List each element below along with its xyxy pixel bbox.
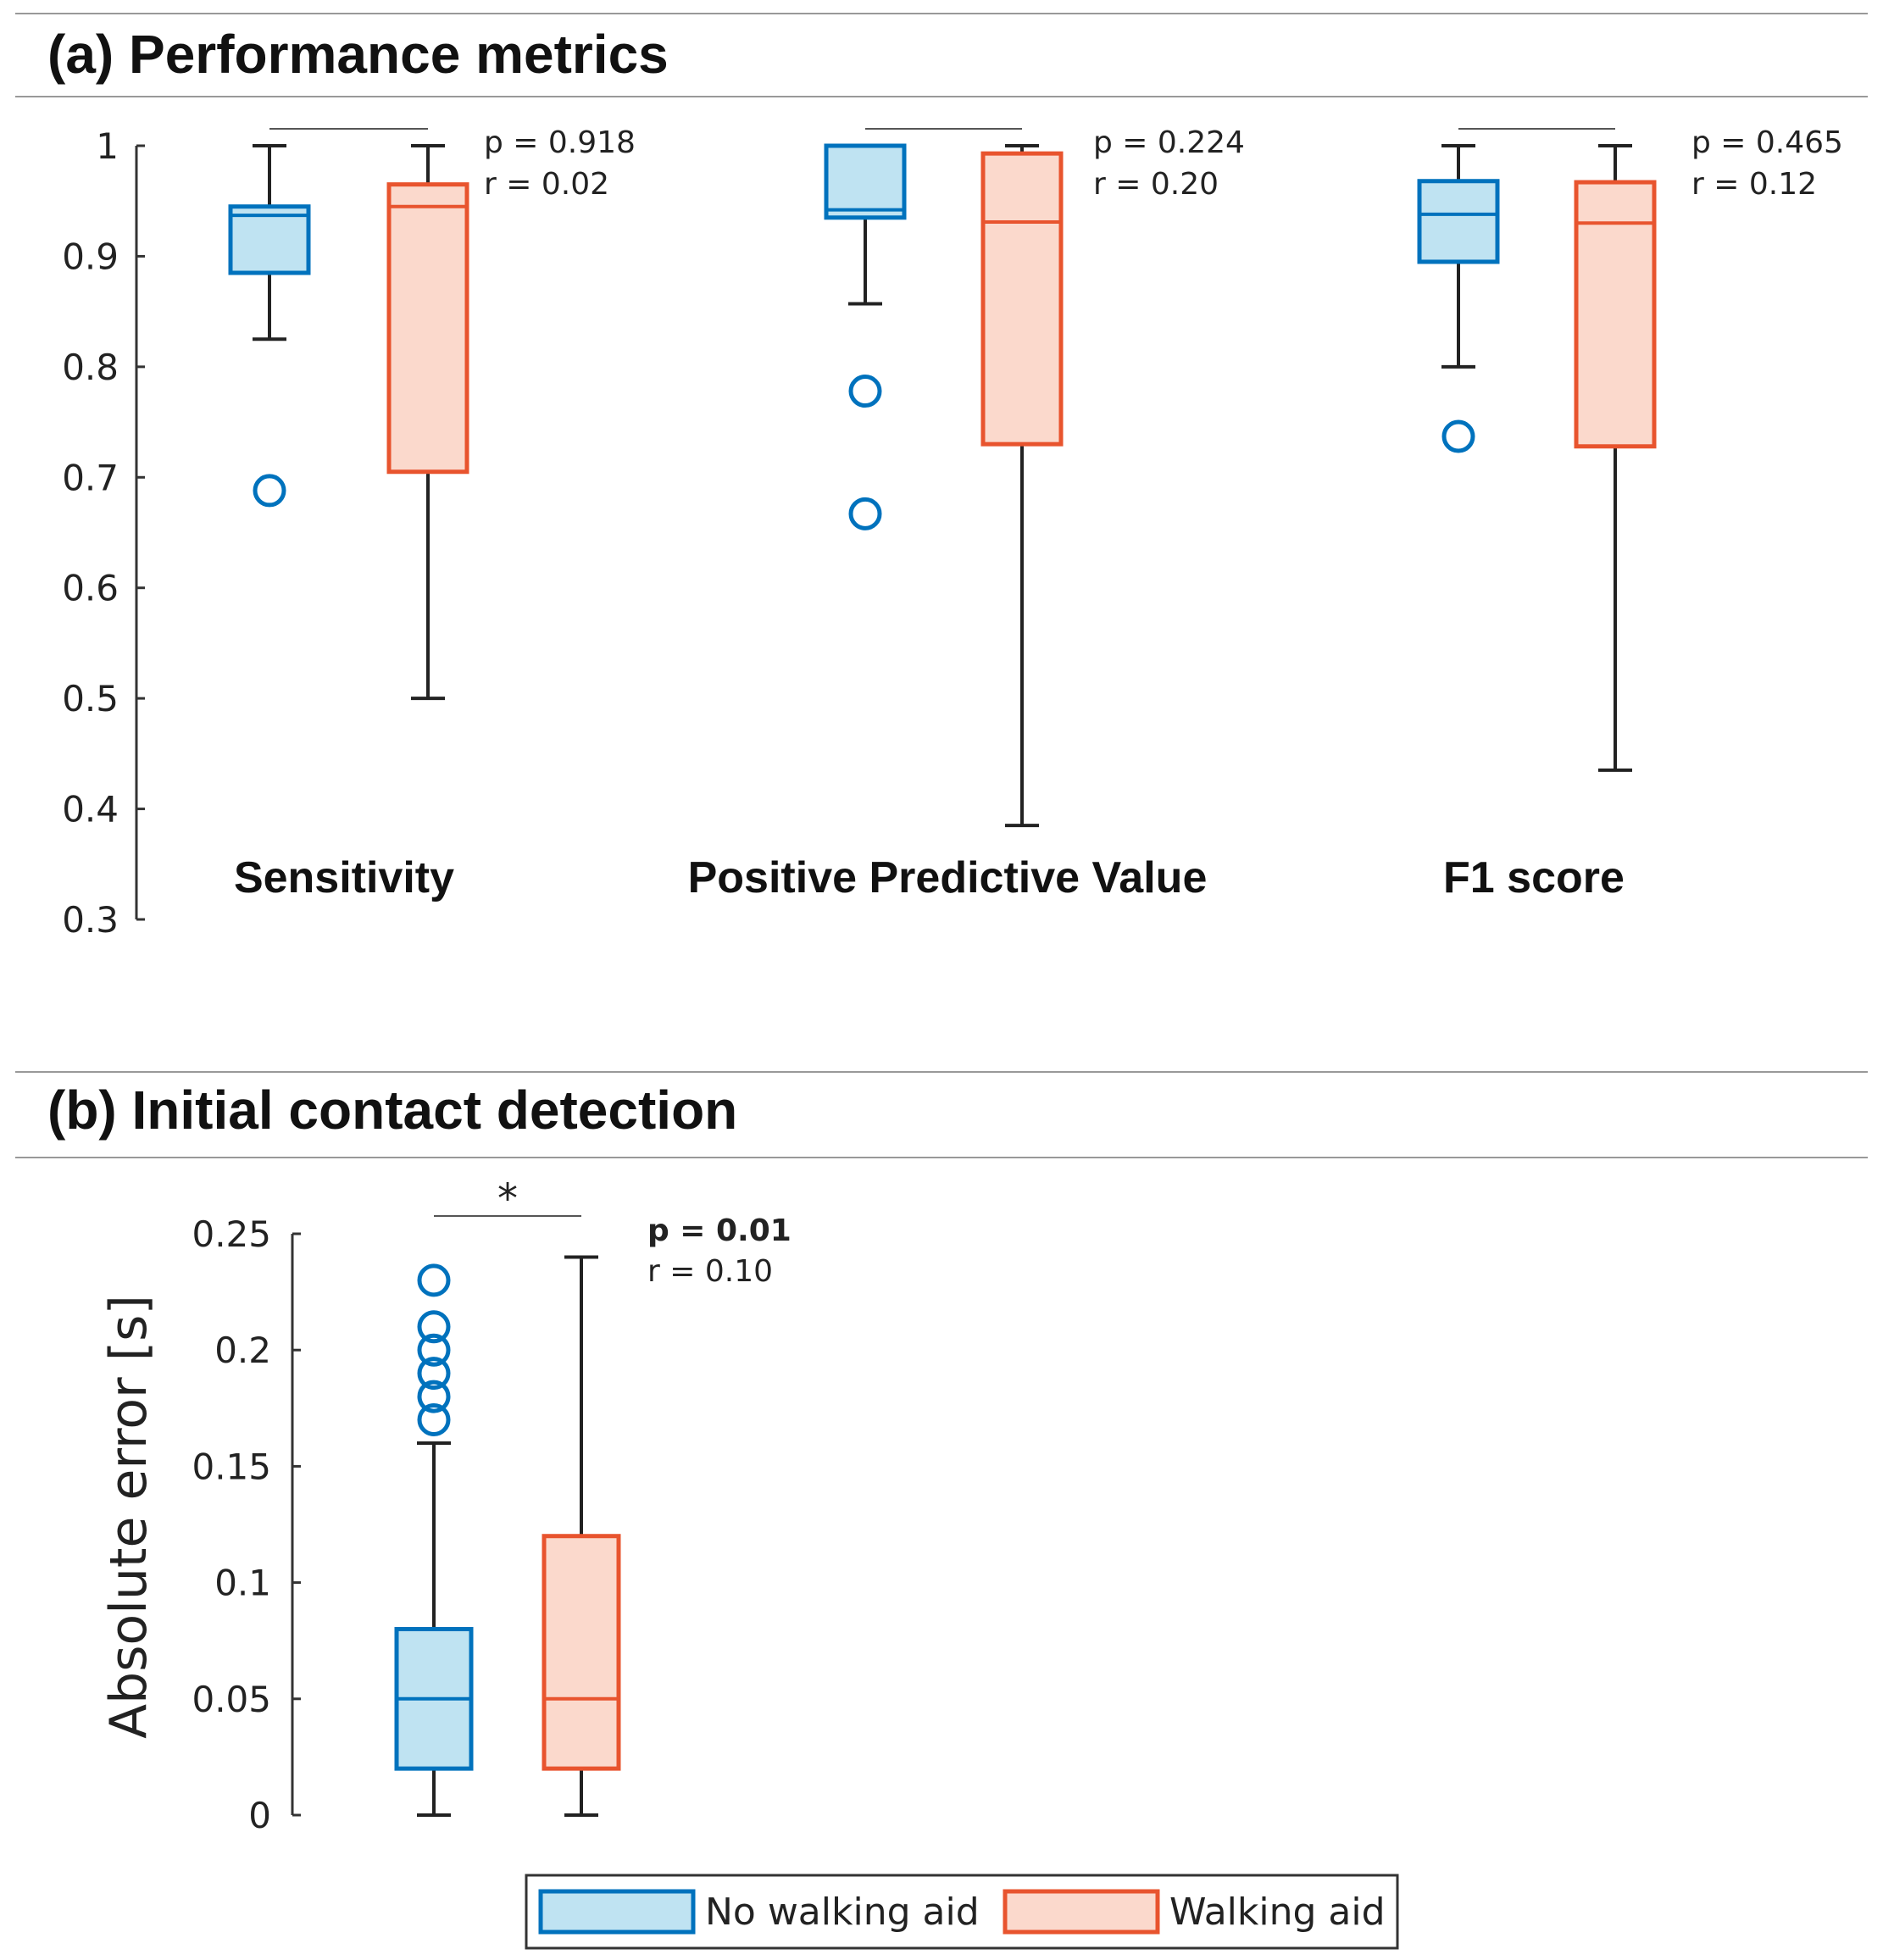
panel-a-outlier-positive-predictive-value-no-walking-aid (848, 375, 882, 408)
legend-label-walking-aid: Walking aid (1169, 1891, 1386, 1934)
panel-a-y-tick-label: 0.9 (62, 236, 119, 277)
panel-b-effect-size-category: r = 0.10 (647, 1254, 773, 1289)
panel-a-box-f1-score-walking-aid (1574, 180, 1657, 449)
panel-a-outlier-f1-score-no-walking-aid (1441, 419, 1475, 453)
panel-b-outlier-category-no-walking-aid (417, 1310, 451, 1344)
panel-a-effect-size-f1-score: r = 0.12 (1691, 167, 1817, 202)
panel-a-y-tick-label: 1 (96, 125, 119, 167)
panel-b-significance-marker: * (497, 1175, 518, 1223)
panel-b-y-tick-label: 0 (248, 1795, 271, 1836)
panel-b-outlier-category-no-walking-aid (417, 1403, 451, 1437)
panel-b-outlier-category-no-walking-aid (417, 1333, 451, 1367)
legend-swatch-no-walking-aid (538, 1889, 696, 1935)
panel-b-y-tick-label: 0.1 (214, 1563, 271, 1604)
panel-a-outlier-sensitivity-no-walking-aid (253, 474, 286, 508)
legend: No walking aid Walking aid (525, 1874, 1399, 1950)
legend-label-no-walking-aid: No walking aid (705, 1891, 980, 1934)
panel-a-effect-size-positive-predictive-value: r = 0.20 (1093, 167, 1219, 202)
panel-a-y-tick-label: 0.7 (62, 457, 119, 498)
panel-b-y-tick-label: 0.2 (214, 1330, 271, 1371)
panel-b-y-tick-label: 0.05 (192, 1679, 271, 1720)
panel-b-y-tick-label: 0.15 (192, 1446, 271, 1487)
panel-b-box-category-walking-aid (542, 1534, 621, 1771)
panel-a-y-tick-label: 0.3 (62, 899, 119, 941)
panel-a-y-tick-label: 0.8 (62, 347, 119, 388)
legend-swatch-walking-aid (1003, 1889, 1160, 1935)
panel-b-title: (b) Initial contact detection (47, 1080, 737, 1141)
panel-b-y-tick-label: 0.25 (192, 1213, 271, 1255)
panel-b-y-axis-label: Absolute error [s] (99, 1295, 158, 1739)
panel-a-p-value-f1-score: p = 0.465 (1691, 125, 1843, 160)
panel-a-y-tick-label: 0.5 (62, 678, 119, 719)
panel-a-effect-size-sensitivity: r = 0.02 (484, 167, 609, 202)
panel-a-category-label-sensitivity: Sensitivity (234, 853, 454, 902)
panel-a-outlier-positive-predictive-value-no-walking-aid (848, 497, 882, 530)
panel-a-box-positive-predictive-value-no-walking-aid (824, 143, 907, 220)
panel-b-outlier-category-no-walking-aid (417, 1357, 451, 1391)
panel-b-outlier-category-no-walking-aid (417, 1263, 451, 1297)
panel-b-plot: 0 0.05 0.1 0.15 0.2 0.25 * p = 0.01 r = 0.10 (192, 1175, 791, 1836)
panel-b-p-value-category: p = 0.01 (647, 1213, 792, 1248)
panel-a-box-sensitivity-walking-aid (386, 182, 469, 475)
panel-a-y-tick-label: 0.4 (62, 789, 119, 830)
panel-a-box-f1-score-no-walking-aid (1417, 179, 1500, 264)
panel-a-category-label-positive-predictive-value: Positive Predictive Value (688, 853, 1208, 902)
panel-a-box-sensitivity-no-walking-aid (228, 204, 311, 275)
panel-a-title: (a) Performance metrics (47, 24, 669, 85)
panel-a-p-value-sensitivity: p = 0.918 (484, 125, 636, 160)
panel-a-p-value-positive-predictive-value: p = 0.224 (1093, 125, 1245, 160)
panel-a-category-label-f1-score: F1 score (1443, 853, 1625, 902)
panel-a-box-positive-predictive-value-walking-aid (980, 151, 1064, 447)
panel-b-outlier-category-no-walking-aid (417, 1380, 451, 1413)
panel-a-plot: 0.3 0.4 0.5 0.6 0.7 0.8 0.9 1 Sensitivity p = 0.9… (62, 125, 1843, 941)
panel-a-y-tick-label: 0.6 (62, 568, 119, 609)
